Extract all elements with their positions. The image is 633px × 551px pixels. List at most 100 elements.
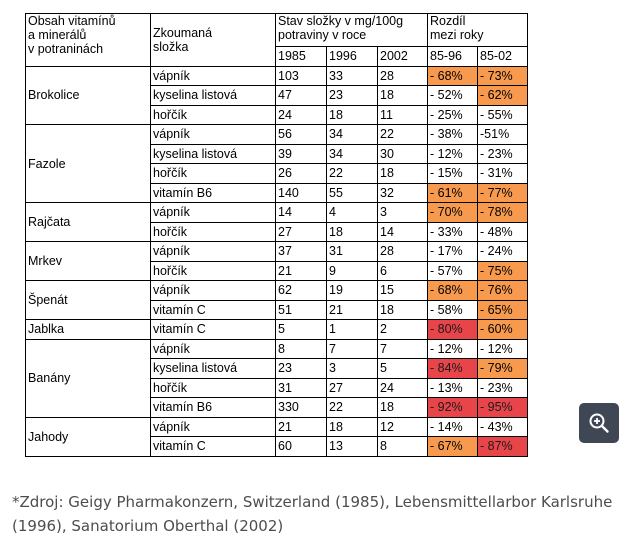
component-cell: vápník xyxy=(150,241,276,262)
value-1996-cell: 1 xyxy=(326,319,378,340)
header-component-line: Zkoumaná xyxy=(153,25,213,40)
value-1996-cell: 13 xyxy=(326,436,378,457)
food-name-cell: Banány xyxy=(25,338,151,418)
component-cell: kyselina listová xyxy=(150,143,276,164)
diff-85-96-cell: - 17% xyxy=(427,241,478,262)
value-1996-cell: 21 xyxy=(326,299,378,320)
diff-85-96-cell: - 38% xyxy=(427,124,478,145)
value-1985-cell: 31 xyxy=(275,377,327,398)
diff-85-02-cell: - 23% xyxy=(477,143,528,164)
diff-85-96-cell: - 57% xyxy=(427,260,478,281)
value-1996-cell: 18 xyxy=(326,221,378,242)
value-2002-cell: 15 xyxy=(377,280,428,301)
table-row: kyselina listová 39 34 30- 12% - 23% xyxy=(26,143,528,164)
value-1985-cell: 330 xyxy=(275,397,327,418)
value-1996-cell: 27 xyxy=(326,377,378,398)
component-cell: vitamín B6 xyxy=(150,182,276,203)
diff-85-96-cell: - 68% xyxy=(427,280,478,301)
value-1985-cell: 23 xyxy=(275,358,327,379)
diff-85-96-cell: - 70% xyxy=(427,202,478,223)
nutrient-table: Obsah vitamínů a minerálů v potraninách … xyxy=(25,13,528,457)
value-1985-cell: 37 xyxy=(275,241,327,262)
value-2002-cell: 3 xyxy=(377,202,428,223)
value-2002-cell: 5 xyxy=(377,358,428,379)
value-1996-cell: 23 xyxy=(326,85,378,106)
value-2002-cell: 28 xyxy=(377,241,428,262)
diff-85-96-cell: - 68% xyxy=(427,65,478,86)
header-category-line: Obsah vitamínů xyxy=(28,14,116,28)
table-row: kyselina listová 47 23 18- 52% - 62% xyxy=(26,85,528,106)
value-2002-cell: 14 xyxy=(377,221,428,242)
value-2002-cell: 18 xyxy=(377,397,428,418)
component-cell: hořčík xyxy=(150,104,276,125)
diff-85-02-cell: - 77% xyxy=(477,182,528,203)
diff-85-02-cell: - 62% xyxy=(477,85,528,106)
component-cell: vápník xyxy=(150,202,276,223)
header-period: 85-96 xyxy=(427,46,478,67)
component-cell: vápník xyxy=(150,416,276,437)
component-cell: hořčík xyxy=(150,260,276,281)
value-1996-cell: 33 xyxy=(326,65,378,86)
component-cell: vápník xyxy=(150,338,276,359)
diff-85-02-cell: - 65% xyxy=(477,299,528,320)
table-row: Banány vápník 8 7 7- 12% - 12% xyxy=(25,338,528,418)
component-cell: vitamín C xyxy=(150,436,276,457)
food-name-cell: Špenát xyxy=(25,280,151,320)
value-1985-cell: 56 xyxy=(275,124,327,145)
value-1996-cell: 19 xyxy=(326,280,378,301)
value-1996-cell: 18 xyxy=(326,416,378,437)
table-row: Rajčata vápník 14 4 3- 70% - 78% xyxy=(25,202,528,242)
zoom-button[interactable] xyxy=(579,403,619,443)
header-year: 1985 xyxy=(275,46,327,67)
table-row: hořčík 31 27 24- 13% - 23% xyxy=(26,377,528,398)
value-1996-cell: 55 xyxy=(326,182,378,203)
value-1985-cell: 27 xyxy=(275,221,327,242)
source-footnote: *Zdroj: Geigy Pharmakonzern, Switzerland… xyxy=(12,493,613,535)
value-2002-cell: 18 xyxy=(377,299,428,320)
value-1985-cell: 140 xyxy=(275,182,327,203)
component-cell: kyselina listová xyxy=(150,358,276,379)
value-1985-cell: 47 xyxy=(275,85,327,106)
diff-85-96-cell: - 13% xyxy=(427,377,478,398)
value-1985-cell: 26 xyxy=(275,163,327,184)
food-name-cell: Fazole xyxy=(25,124,151,203)
value-1996-cell: 4 xyxy=(326,202,378,223)
diff-85-96-cell: - 80% xyxy=(427,319,478,340)
component-cell: vápník xyxy=(150,65,276,86)
value-1996-cell: 7 xyxy=(326,338,378,359)
table-body: Brokolice vápník 103 33 28- 68% - 73% kyselina… xyxy=(25,65,528,457)
table-row: vitamín B6 330 22 18- 92% - 95% xyxy=(26,397,528,418)
zoom-in-icon xyxy=(589,413,609,433)
header-state: Stav složky v mg/100g potraviny v roce xyxy=(275,13,428,47)
value-1985-cell: 21 xyxy=(275,416,327,437)
nutrient-table-image: Obsah vitamínů a minerálů v potraninách … xyxy=(25,13,528,457)
header-difference: Rozdíl mezi roky xyxy=(427,13,528,47)
value-1996-cell: 3 xyxy=(326,358,378,379)
value-2002-cell: 24 xyxy=(377,377,428,398)
value-2002-cell: 12 xyxy=(377,416,428,437)
header-difference-line: mezi roky xyxy=(430,28,484,42)
value-1996-cell: 34 xyxy=(326,143,378,164)
value-1985-cell: 103 xyxy=(275,65,327,86)
value-1985-cell: 39 xyxy=(275,143,327,164)
diff-85-02-cell: - 79% xyxy=(477,358,528,379)
food-name-cell: Rajčata xyxy=(25,202,151,242)
table-row: vitamín C 60 13 8- 67% - 87% xyxy=(26,436,528,457)
diff-85-02-cell: - 78% xyxy=(477,202,528,223)
table-row: Jahody vápník 21 18 12- 14% - 43% xyxy=(25,416,528,457)
value-2002-cell: 22 xyxy=(377,124,428,145)
value-2002-cell: 2 xyxy=(377,319,428,340)
value-1996-cell: 34 xyxy=(326,124,378,145)
diff-85-02-cell: - 12% xyxy=(477,338,528,359)
food-name-cell: Brokolice xyxy=(25,65,151,125)
value-2002-cell: 30 xyxy=(377,143,428,164)
component-cell: kyselina listová xyxy=(150,85,276,106)
diff-85-02-cell: - 95% xyxy=(477,397,528,418)
value-2002-cell: 32 xyxy=(377,182,428,203)
header-state-line: potraviny v roce xyxy=(278,28,367,42)
diff-85-96-cell: - 12% xyxy=(427,143,478,164)
component-cell: hořčík xyxy=(150,377,276,398)
component-cell: vápník xyxy=(150,124,276,145)
value-2002-cell: 28 xyxy=(377,65,428,86)
